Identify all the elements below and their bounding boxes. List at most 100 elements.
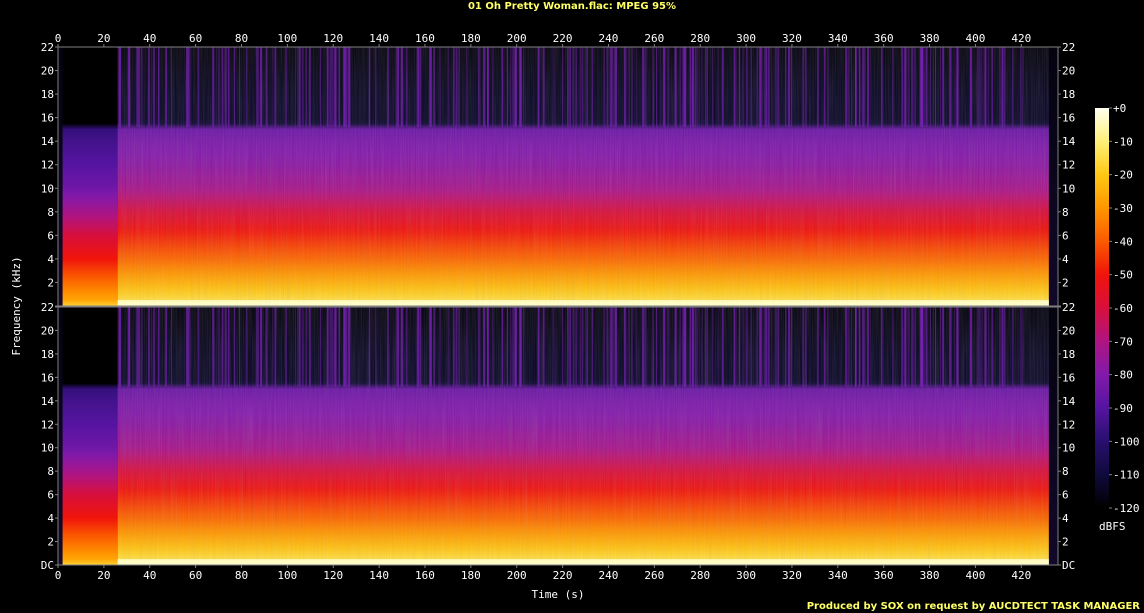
transient-streak (514, 47, 517, 128)
transient-streak (329, 307, 332, 387)
transient-streak (689, 307, 692, 387)
plot-frame (57, 46, 1059, 307)
transient-streak (510, 307, 512, 387)
transient-streak (682, 47, 684, 128)
transient-streak (721, 47, 724, 128)
transient-streak (297, 307, 299, 387)
transient-streak (663, 307, 666, 387)
transient-streak (128, 307, 130, 387)
transient-streak (591, 47, 593, 128)
transient-streak (845, 307, 848, 387)
y-tick-label-right: DC (1062, 559, 1075, 572)
transient-streak (733, 47, 735, 128)
transient-streak (923, 307, 925, 387)
transient-streak (999, 307, 1001, 387)
transient-streak (679, 307, 682, 387)
y-tick-label-right: 22 (1062, 41, 1075, 54)
transient-streak (400, 307, 403, 387)
transient-streak (491, 307, 493, 387)
transient-streak (265, 47, 268, 128)
transient-streak (991, 47, 994, 128)
x-tick-label-top: 160 (415, 32, 435, 45)
transient-streak (777, 47, 780, 128)
transient-streak (591, 307, 593, 387)
y-tick-label-right: 16 (1062, 112, 1075, 125)
transient-streak (904, 47, 907, 128)
x-tick-label-top: 80 (235, 32, 248, 45)
dc-band (117, 300, 1049, 306)
transient-streak (170, 307, 172, 387)
transient-streak (735, 307, 737, 387)
transient-streak (537, 307, 540, 387)
transient-streak (343, 47, 346, 128)
transient-streak (642, 47, 645, 128)
transient-streak (274, 47, 277, 128)
transient-streak (706, 47, 708, 128)
transient-streak (1012, 307, 1014, 387)
transient-streak (652, 307, 654, 387)
transient-streak (305, 47, 307, 128)
transient-streak (933, 47, 934, 128)
transient-streak (930, 307, 931, 387)
transient-streak (397, 47, 400, 128)
y-tick-label-left: 14 (41, 395, 55, 408)
transient-streak (430, 307, 432, 387)
transient-streak (165, 47, 167, 128)
transient-streak (148, 307, 150, 387)
transient-streak (949, 307, 952, 387)
x-tick-label-bottom: 20 (97, 569, 110, 582)
transient-streak (746, 47, 748, 128)
transient-streak (484, 307, 486, 387)
transient-streak (309, 47, 311, 128)
colorbar: +0 -10 -20 -30 -40 -50 -60 -70 -80 -90 -100 -110 -12… (1095, 102, 1140, 515)
transient-streak (971, 307, 973, 387)
transient-streak (138, 307, 141, 387)
transient-streak (239, 307, 240, 387)
transient-streak (127, 307, 129, 387)
transient-streak (297, 47, 299, 128)
transient-streak (119, 307, 121, 387)
transient-streak (188, 307, 191, 387)
transient-streak (988, 307, 990, 387)
transient-streak (537, 47, 540, 128)
transient-streak (513, 47, 515, 128)
transient-streak (141, 307, 143, 387)
transient-streak (223, 47, 226, 128)
transient-streak (406, 307, 408, 387)
transient-streak (188, 47, 190, 128)
transient-streak (518, 47, 521, 128)
x-tick-label-bottom: 340 (828, 569, 848, 582)
transient-streak (956, 47, 959, 128)
transient-streak (554, 47, 556, 128)
transient-streak (217, 307, 220, 387)
x-tick-label-bottom: 80 (235, 569, 248, 582)
colorbar-tick-label: -50 (1113, 269, 1133, 282)
transient-streak (864, 47, 866, 128)
transient-streak (466, 47, 468, 128)
transient-streak (905, 47, 907, 128)
x-tick-label-bottom: 140 (369, 569, 389, 582)
transient-streak (771, 47, 773, 128)
transient-streak (514, 307, 517, 387)
transient-streak (1001, 307, 1004, 387)
transient-streak (760, 47, 763, 128)
transient-streak (656, 307, 657, 387)
transient-streak (513, 307, 515, 387)
transient-streak (217, 47, 220, 128)
transient-streak (628, 47, 630, 128)
x-tick-label-top: 240 (599, 32, 619, 45)
transient-streak (892, 307, 894, 387)
transient-streak (644, 307, 647, 387)
y-tick-label-left: 10 (41, 442, 54, 455)
x-tick-label-top: 380 (920, 32, 940, 45)
transient-streak (914, 47, 916, 128)
transient-streak (954, 307, 955, 387)
x-axis-top: 0 20 40 60 80 100 120 140 160 180 200 220 240 260 280 3… (55, 32, 1031, 47)
x-tick-label-top: 180 (461, 32, 481, 45)
transient-streak (991, 307, 994, 387)
transient-streak (870, 47, 872, 128)
transient-streak (901, 47, 903, 128)
transient-streak (904, 307, 907, 387)
transient-streak (609, 47, 612, 128)
transient-streak (921, 47, 923, 128)
